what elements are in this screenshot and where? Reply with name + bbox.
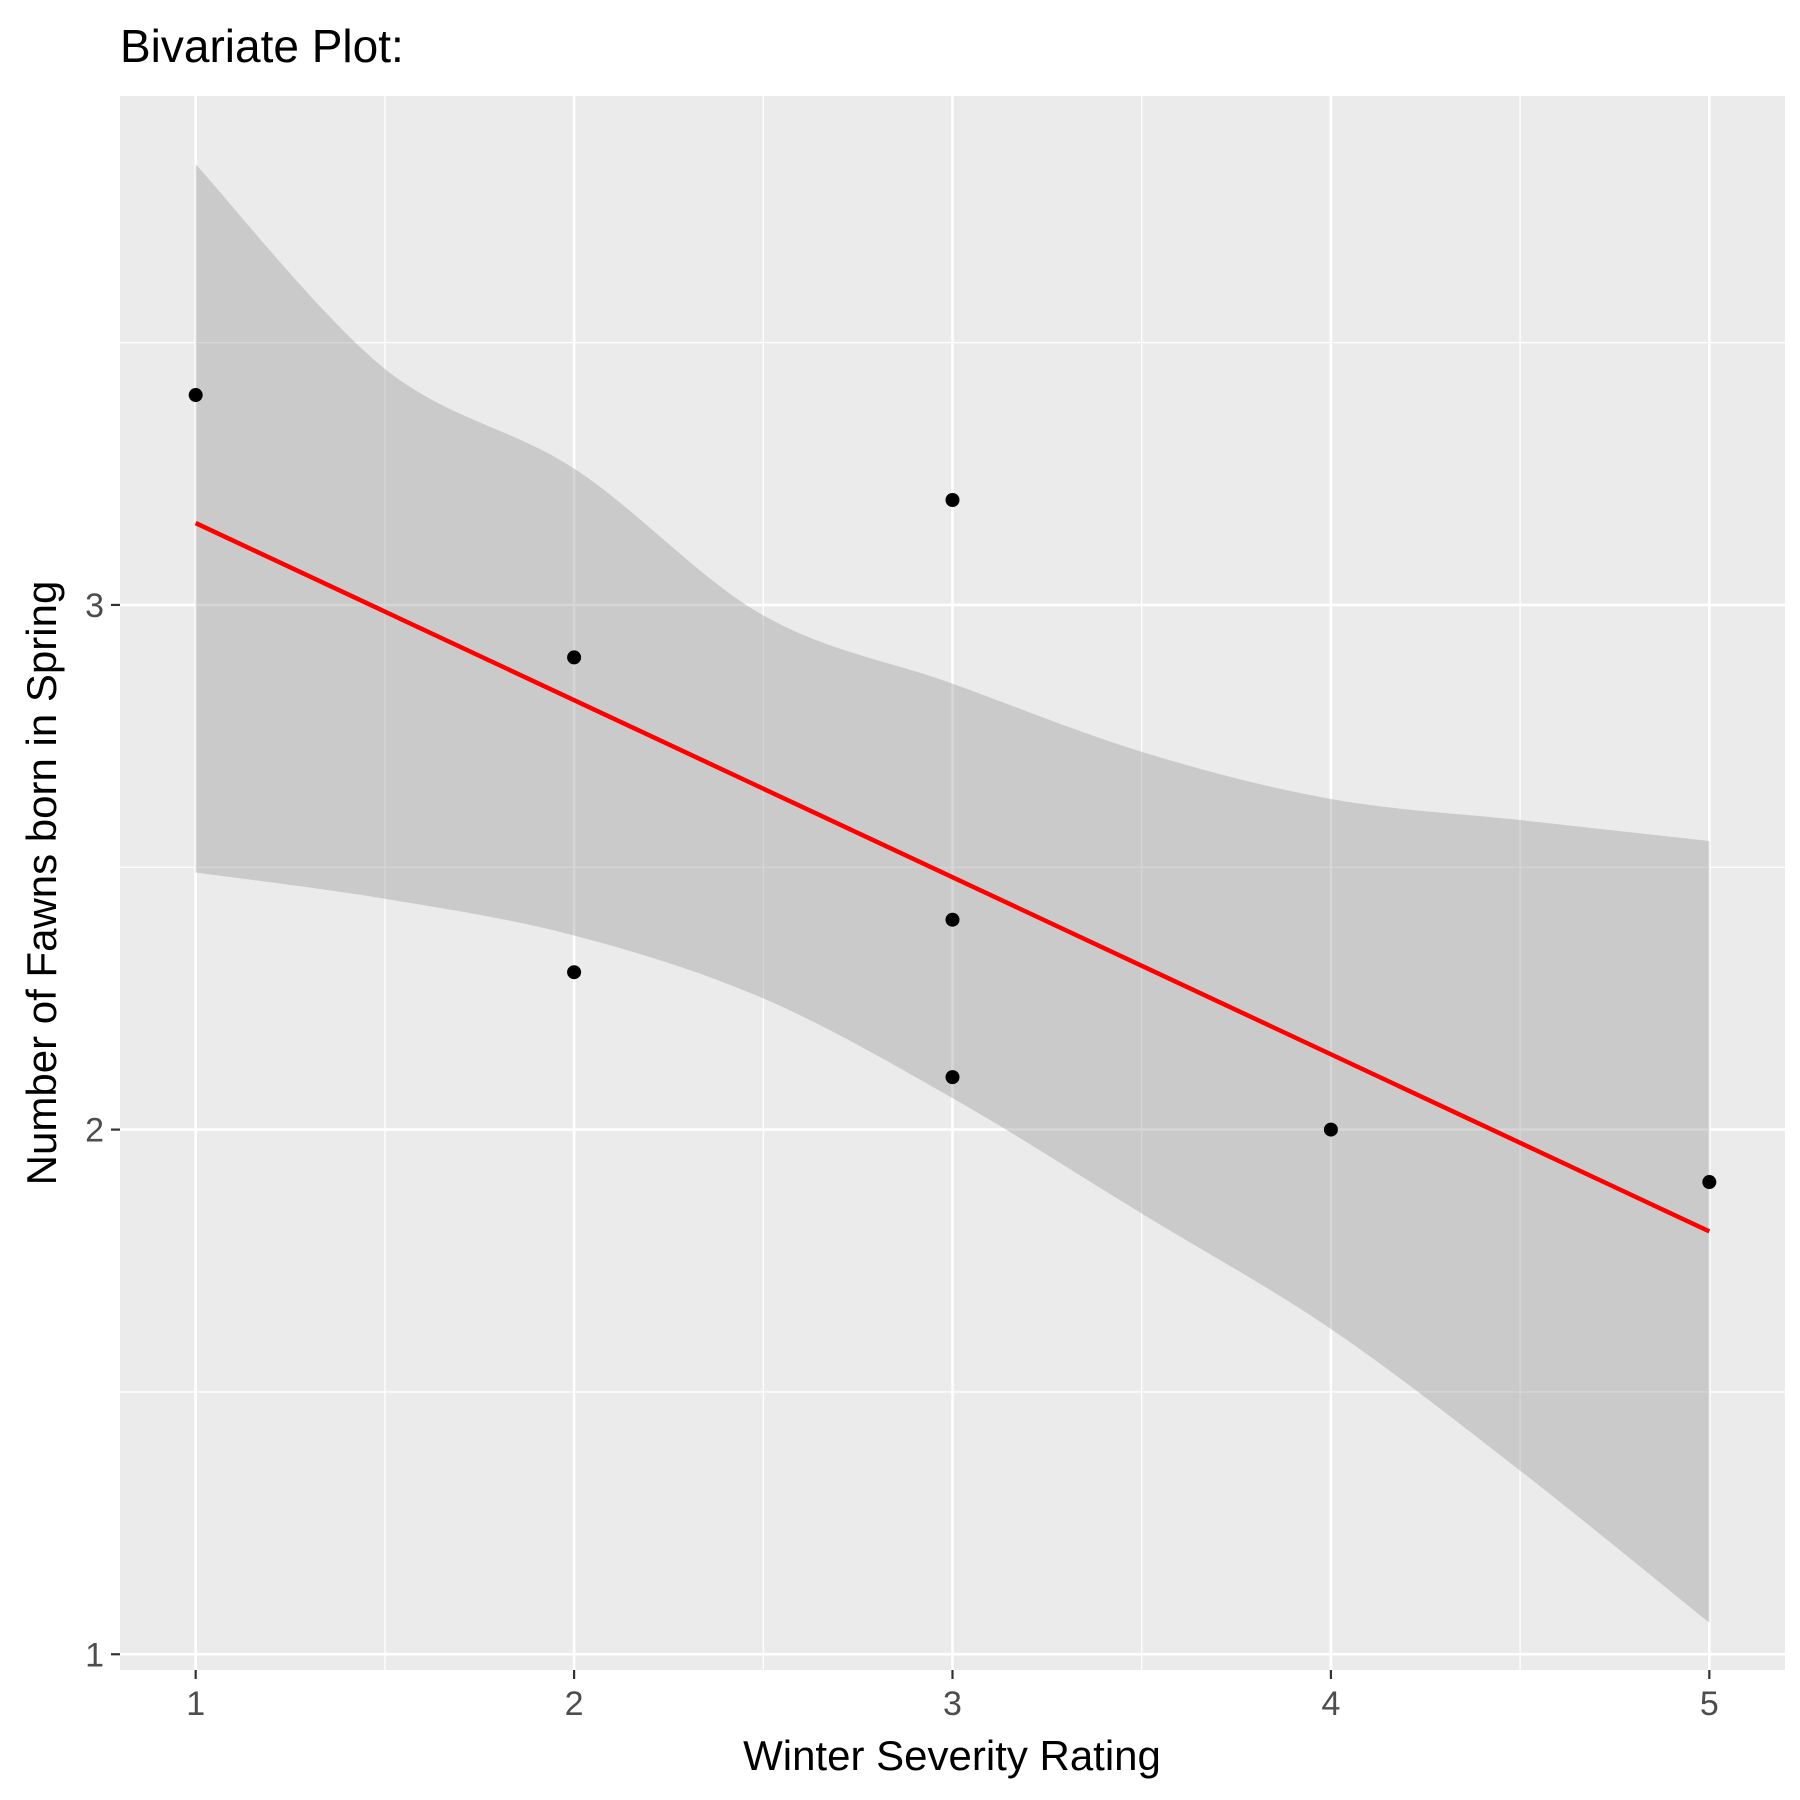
fit-line-layer xyxy=(194,521,1711,1234)
data-point xyxy=(188,388,203,403)
x-tick-label: 5 xyxy=(1700,1685,1719,1723)
data-point xyxy=(567,965,582,980)
x-tick-label: 3 xyxy=(943,1685,962,1723)
data-point xyxy=(945,1070,960,1085)
fit-line xyxy=(194,521,1711,1234)
data-point xyxy=(945,492,960,507)
y-tick-label: 2 xyxy=(85,1112,104,1150)
data-points xyxy=(188,388,1717,1190)
data-point xyxy=(945,912,960,927)
x-axis: 1 2 3 4 5 xyxy=(186,1670,1719,1723)
y-axis-title: Number of Fawns born in Spring xyxy=(18,581,65,1186)
confidence-band xyxy=(195,164,1710,1623)
x-tick-label: 2 xyxy=(565,1685,584,1723)
data-point xyxy=(1323,1122,1338,1137)
data-point xyxy=(567,650,582,665)
chart-title: Bivariate Plot: xyxy=(120,20,404,72)
y-tick-label: 3 xyxy=(85,587,104,625)
x-tick-label: 4 xyxy=(1321,1685,1340,1723)
y-axis: 1 2 3 xyxy=(85,587,120,1674)
grid-major xyxy=(120,96,1785,1670)
x-axis-title: Winter Severity Rating xyxy=(743,1732,1161,1779)
y-tick-label: 1 xyxy=(85,1636,104,1674)
data-point xyxy=(1702,1175,1717,1190)
confidence-band-layer xyxy=(195,164,1710,1623)
x-tick-label: 1 xyxy=(186,1685,205,1723)
